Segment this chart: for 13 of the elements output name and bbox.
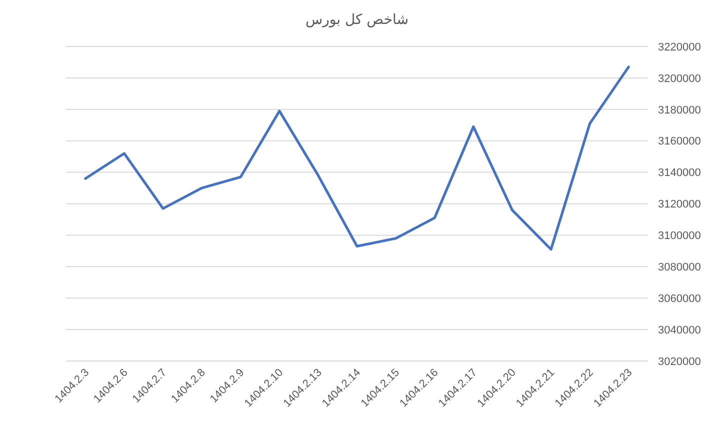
line-series — [84, 66, 630, 251]
y-tick-label: 3040000 — [658, 324, 701, 336]
y-tick-label: 3220000 — [658, 41, 701, 54]
y-tick-label: 3120000 — [658, 198, 701, 211]
y-tick-label: 3160000 — [658, 136, 701, 148]
chart-title: شاخص کل بورس — [306, 12, 408, 28]
y-tick-label: 3180000 — [658, 104, 701, 116]
y-tick-label: 3060000 — [658, 292, 701, 305]
y-tick-label: 3080000 — [658, 262, 701, 274]
y-tick-label: 3200000 — [658, 72, 701, 85]
y-tick-label: 3100000 — [658, 230, 701, 242]
y-tick-label: 3020000 — [658, 356, 701, 368]
y-tick-label: 3140000 — [658, 167, 701, 180]
